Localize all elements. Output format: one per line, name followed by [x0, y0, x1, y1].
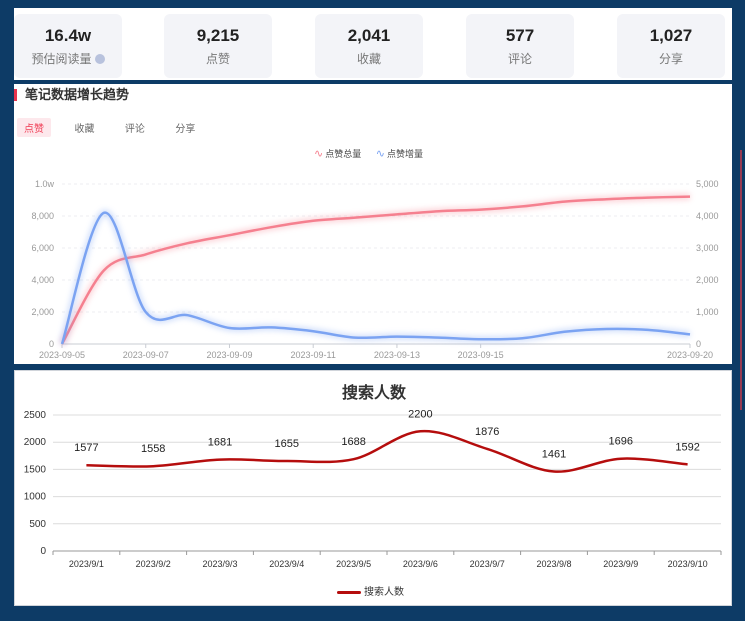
data-label: 1461: [542, 449, 566, 461]
y-tick-label: 2500: [24, 410, 47, 421]
x-tick-label: 2023-09-07: [123, 350, 169, 360]
trend-legend: ∿ 点赞总量 ∿ 点赞增量: [314, 147, 435, 160]
stat-value: 2,041: [347, 26, 391, 45]
legend-item-total[interactable]: ∿ 点赞总量: [314, 148, 362, 160]
x-tick-label: 2023-09-13: [374, 350, 420, 360]
x-tick-label: 2023/9/4: [269, 559, 304, 569]
x-tick-label: 2023/9/3: [202, 559, 237, 569]
x-tick-label: 2023/9/8: [536, 559, 571, 569]
stat-label: 收藏: [356, 52, 381, 66]
section-title: 笔记数据增长趋势: [14, 88, 129, 101]
stat-card-reads[interactable]: 16.4w 预估阅读量: [14, 14, 122, 78]
stat-value: 16.4w: [44, 26, 92, 45]
stat-card-shares[interactable]: 1,027 分享: [617, 14, 725, 78]
x-tick-label: 2023/9/7: [470, 559, 505, 569]
y-tick-label: 8,000: [31, 211, 54, 221]
stat-card-favorites[interactable]: 2,041 收藏: [315, 14, 423, 78]
y-tick-label: 2,000: [31, 307, 54, 317]
series-line: [60, 211, 691, 345]
legend-label: 搜索人数: [364, 587, 404, 598]
y-tick-label: 1.0w: [35, 179, 55, 189]
y-tick-label: 6,000: [31, 243, 54, 253]
data-label: 1681: [208, 437, 232, 449]
x-tick-label: 2023/9/10: [668, 559, 708, 569]
data-label: 1688: [341, 436, 365, 448]
stat-label: 预估阅读量: [14, 50, 122, 67]
y2-tick-label: 3,000: [696, 243, 719, 253]
stat-card-comments[interactable]: 577 评论: [466, 14, 574, 78]
y2-tick-label: 2,000: [696, 275, 719, 285]
y-tick-label: 1500: [24, 464, 47, 475]
y2-tick-label: 5,000: [696, 179, 719, 189]
wave-icon: ∿: [375, 148, 385, 160]
data-label: 1696: [609, 436, 633, 448]
stat-value: 9,215: [196, 26, 240, 45]
series-line: [86, 429, 688, 473]
stat-label: 评论: [507, 52, 532, 66]
data-label: 1558: [141, 443, 165, 455]
stat-value: 1,027: [649, 26, 693, 45]
data-label: 1592: [675, 441, 699, 453]
legend-line-icon: [337, 590, 361, 594]
y2-tick-label: 1,000: [696, 307, 719, 317]
data-label: 1577: [74, 442, 98, 454]
chart-title: 搜索人数: [341, 385, 406, 402]
tab-favorites[interactable]: 收藏: [74, 124, 95, 135]
x-tick-label: 2023/9/2: [136, 559, 171, 569]
wave-icon: ∿: [314, 148, 324, 160]
y-tick-label: 0: [40, 546, 46, 557]
x-tick-label: 2023-09-15: [458, 350, 504, 360]
legend-label: 点赞增量: [386, 149, 423, 159]
trend-tabs: 点赞 收藏 评论 分享: [17, 118, 214, 137]
x-tick-label: 2023-09-11: [291, 350, 336, 360]
stat-label: 点赞: [205, 52, 230, 66]
stat-label-text: 预估阅读量: [31, 52, 92, 66]
x-tick-label: 2023-09-20: [667, 350, 713, 360]
series-glow: [59, 209, 691, 345]
data-label: 2200: [408, 408, 432, 420]
x-tick-label: 2023-09-05: [39, 350, 85, 360]
trend-chart: 0 0 2,000 1,000 4,000 2,000 6,000 3,000 8,000 4,0…: [31, 179, 719, 360]
x-tick-label: 2023/9/6: [403, 559, 438, 569]
y-tick-label: 4,000: [31, 275, 54, 285]
y-tick-label: 0: [49, 339, 54, 349]
stat-card-likes[interactable]: 9,215 点赞: [164, 14, 272, 78]
search-chart: 0 500 1000 1500 2000 2500 2023/9/1 2023/9/2 2023…: [24, 408, 722, 569]
legend-item-increment[interactable]: ∿ 点赞增量: [375, 148, 423, 160]
y-tick-label: 1000: [24, 492, 47, 503]
x-tick-label: 2023/9/5: [336, 559, 371, 569]
series-line: [60, 195, 691, 345]
tab-likes[interactable]: 点赞: [17, 118, 51, 137]
data-label: 1655: [275, 438, 299, 450]
y-tick-label: 500: [29, 519, 46, 530]
x-tick-label: 2023/9/1: [69, 559, 104, 569]
data-label: 1876: [475, 426, 499, 438]
x-tick-label: 2023/9/9: [603, 559, 638, 569]
legend-label: 点赞总量: [325, 149, 362, 159]
info-icon[interactable]: [94, 54, 105, 64]
y2-tick-label: 4,000: [696, 211, 719, 221]
scroll-edge: [740, 150, 742, 410]
y2-tick-label: 0: [696, 339, 701, 349]
y-tick-label: 2000: [24, 437, 47, 448]
search-panel: 0 500 1000 1500 2000 2500 2023/9/1 2023/9/2 2023…: [14, 370, 732, 606]
stats-panel: 16.4w 预估阅读量 9,215 点赞 2,041 收藏 577 评论 1,0…: [14, 8, 732, 80]
stat-label: 分享: [658, 52, 683, 66]
x-tick-label: 2023-09-09: [206, 350, 252, 360]
stat-value: 577: [505, 26, 535, 45]
tab-comments[interactable]: 评论: [124, 124, 145, 135]
search-legend[interactable]: 搜索人数: [337, 583, 404, 598]
trend-panel: 0 0 2,000 1,000 4,000 2,000 6,000 3,000 8,000 4,0…: [14, 84, 732, 364]
tab-shares[interactable]: 分享: [175, 124, 196, 135]
